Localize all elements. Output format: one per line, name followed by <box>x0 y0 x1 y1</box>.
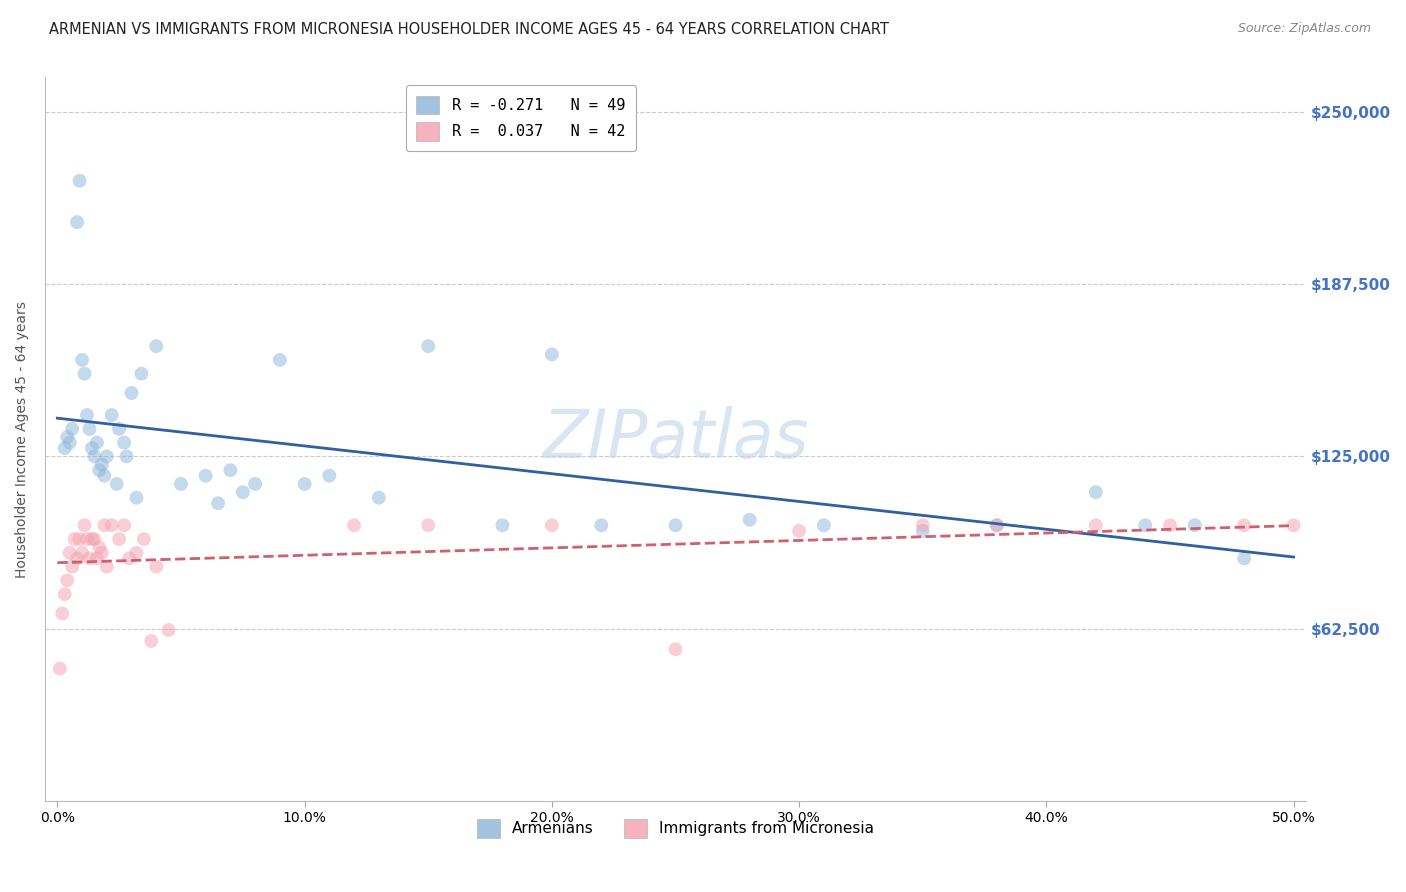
Point <box>269 353 291 368</box>
Point <box>232 485 254 500</box>
Point <box>51 607 73 621</box>
Point <box>243 477 266 491</box>
Point <box>141 634 163 648</box>
Point <box>86 435 108 450</box>
Point <box>787 524 810 538</box>
Point <box>79 551 101 566</box>
Point <box>66 551 89 566</box>
Point <box>76 408 98 422</box>
Y-axis label: Householder Income Ages 45 - 64 years: Householder Income Ages 45 - 64 years <box>15 301 30 578</box>
Point <box>1233 551 1256 566</box>
Point <box>115 450 138 464</box>
Point <box>1308 518 1330 533</box>
Point <box>90 458 112 472</box>
Point <box>294 477 316 491</box>
Point <box>63 532 86 546</box>
Point <box>108 422 131 436</box>
Point <box>813 518 835 533</box>
Legend: Armenians, Immigrants from Micronesia: Armenians, Immigrants from Micronesia <box>471 813 880 844</box>
Point <box>105 477 128 491</box>
Point <box>56 430 79 444</box>
Point <box>73 367 96 381</box>
Point <box>60 559 83 574</box>
Point <box>418 518 440 533</box>
Point <box>1159 518 1181 533</box>
Point <box>69 532 91 546</box>
Point <box>53 441 76 455</box>
Point <box>76 532 98 546</box>
Point <box>96 450 118 464</box>
Point <box>59 546 82 560</box>
Text: ZIPatlas: ZIPatlas <box>543 406 808 472</box>
Point <box>664 518 686 533</box>
Point <box>53 587 76 601</box>
Point <box>738 513 761 527</box>
Point <box>131 367 153 381</box>
Point <box>70 353 93 368</box>
Point <box>343 518 366 533</box>
Text: Source: ZipAtlas.com: Source: ZipAtlas.com <box>1237 22 1371 36</box>
Point <box>100 518 122 533</box>
Point <box>79 422 101 436</box>
Point <box>1282 518 1305 533</box>
Point <box>1184 518 1206 533</box>
Point <box>318 468 340 483</box>
Point <box>89 463 111 477</box>
Point <box>1084 518 1107 533</box>
Point <box>108 532 131 546</box>
Point <box>418 339 440 353</box>
Point <box>96 559 118 574</box>
Point <box>541 518 564 533</box>
Point <box>83 450 105 464</box>
Point <box>132 532 155 546</box>
Point <box>93 468 115 483</box>
Point <box>80 441 103 455</box>
Point <box>157 623 180 637</box>
Point <box>145 559 167 574</box>
Point <box>367 491 389 505</box>
Point <box>73 518 96 533</box>
Point <box>121 386 143 401</box>
Point <box>89 541 111 555</box>
Point <box>1084 485 1107 500</box>
Point <box>664 642 686 657</box>
Text: ARMENIAN VS IMMIGRANTS FROM MICRONESIA HOUSEHOLDER INCOME AGES 45 - 64 YEARS COR: ARMENIAN VS IMMIGRANTS FROM MICRONESIA H… <box>49 22 889 37</box>
Point <box>911 524 934 538</box>
Point <box>125 546 148 560</box>
Point <box>194 468 217 483</box>
Point <box>112 435 135 450</box>
Point <box>83 532 105 546</box>
Point <box>69 174 91 188</box>
Point <box>125 491 148 505</box>
Point <box>93 518 115 533</box>
Point <box>986 518 1008 533</box>
Point <box>80 532 103 546</box>
Point <box>60 422 83 436</box>
Point <box>219 463 242 477</box>
Point <box>591 518 613 533</box>
Point <box>541 347 564 361</box>
Point <box>145 339 167 353</box>
Point <box>911 518 934 533</box>
Point <box>66 215 89 229</box>
Point <box>70 546 93 560</box>
Point <box>90 546 112 560</box>
Point <box>118 551 141 566</box>
Point <box>207 496 229 510</box>
Point <box>1331 518 1354 533</box>
Point <box>491 518 513 533</box>
Point <box>1135 518 1157 533</box>
Point <box>86 551 108 566</box>
Point <box>986 518 1008 533</box>
Point <box>49 662 72 676</box>
Point <box>170 477 193 491</box>
Point <box>100 408 122 422</box>
Point <box>56 574 79 588</box>
Point <box>112 518 135 533</box>
Point <box>59 435 82 450</box>
Point <box>1233 518 1256 533</box>
